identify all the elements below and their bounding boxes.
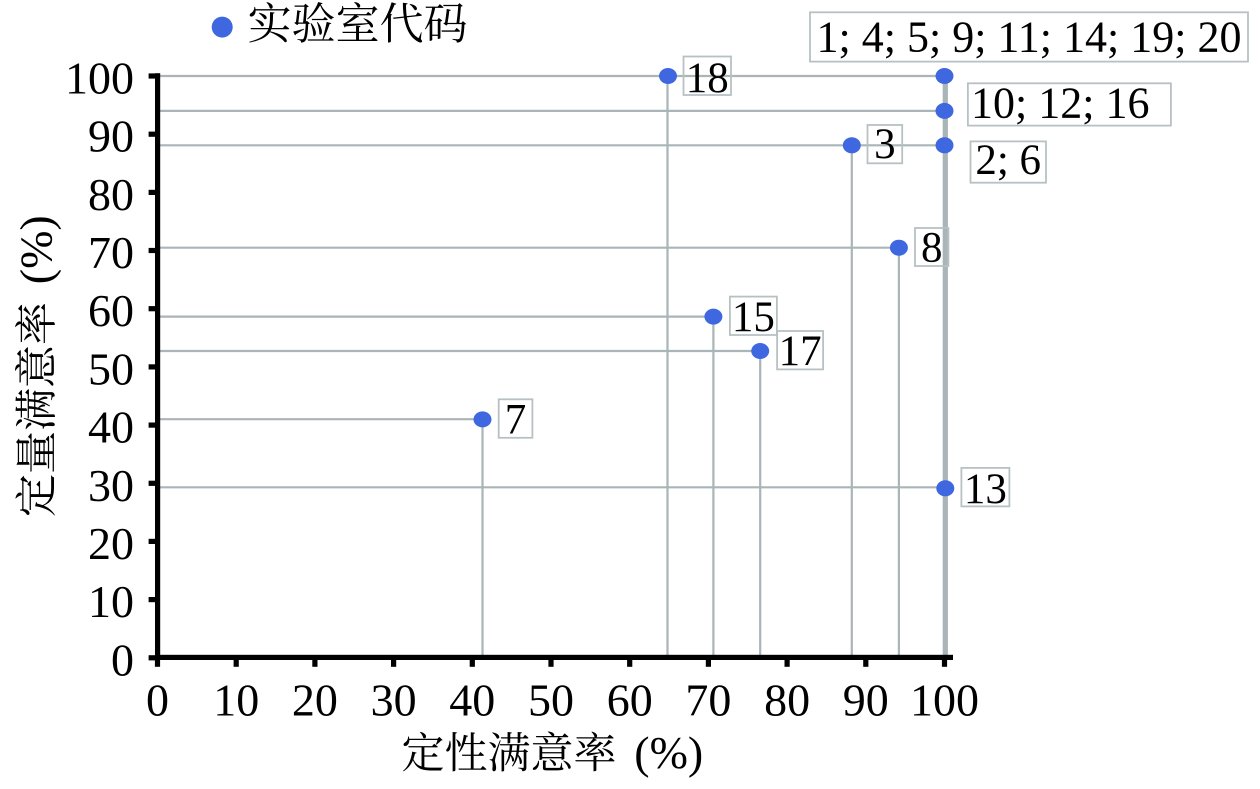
svg-text:18: 18 bbox=[686, 55, 729, 102]
svg-text:3: 3 bbox=[874, 121, 896, 168]
svg-text:100: 100 bbox=[65, 53, 134, 104]
svg-text:17: 17 bbox=[779, 328, 822, 375]
svg-text:20: 20 bbox=[88, 518, 134, 569]
svg-text:60: 60 bbox=[607, 675, 653, 726]
svg-text:80: 80 bbox=[88, 169, 134, 220]
svg-text:40: 40 bbox=[449, 675, 495, 726]
svg-text:80: 80 bbox=[764, 675, 810, 726]
svg-text:0: 0 bbox=[111, 634, 134, 685]
svg-text:10: 10 bbox=[88, 576, 134, 627]
svg-text:60: 60 bbox=[88, 285, 134, 336]
svg-text:100: 100 bbox=[910, 675, 979, 726]
svg-text:90: 90 bbox=[843, 675, 889, 726]
svg-text:30: 30 bbox=[88, 460, 134, 511]
svg-text:(%): (%) bbox=[634, 727, 703, 778]
svg-text:90: 90 bbox=[88, 111, 134, 162]
svg-text:10; 12; 16: 10; 12; 16 bbox=[971, 78, 1149, 127]
svg-text:0: 0 bbox=[146, 675, 169, 726]
svg-text:70: 70 bbox=[685, 675, 731, 726]
svg-text:15: 15 bbox=[732, 294, 775, 341]
svg-text:2; 6: 2; 6 bbox=[975, 137, 1041, 184]
svg-text:50: 50 bbox=[88, 343, 134, 394]
svg-text:13: 13 bbox=[964, 466, 1007, 513]
svg-text:50: 50 bbox=[528, 675, 574, 726]
svg-text:10: 10 bbox=[213, 675, 259, 726]
svg-text:1; 4; 5; 9; 11; 14; 19; 20: 1; 4; 5; 9; 11; 14; 19; 20 bbox=[817, 13, 1242, 62]
svg-text:40: 40 bbox=[88, 402, 134, 453]
svg-text:30: 30 bbox=[371, 675, 417, 726]
svg-text:20: 20 bbox=[292, 675, 338, 726]
svg-text:8: 8 bbox=[921, 224, 943, 271]
svg-text:7: 7 bbox=[505, 396, 527, 443]
svg-text:70: 70 bbox=[88, 227, 134, 278]
svg-text:(%): (%) bbox=[11, 215, 62, 284]
